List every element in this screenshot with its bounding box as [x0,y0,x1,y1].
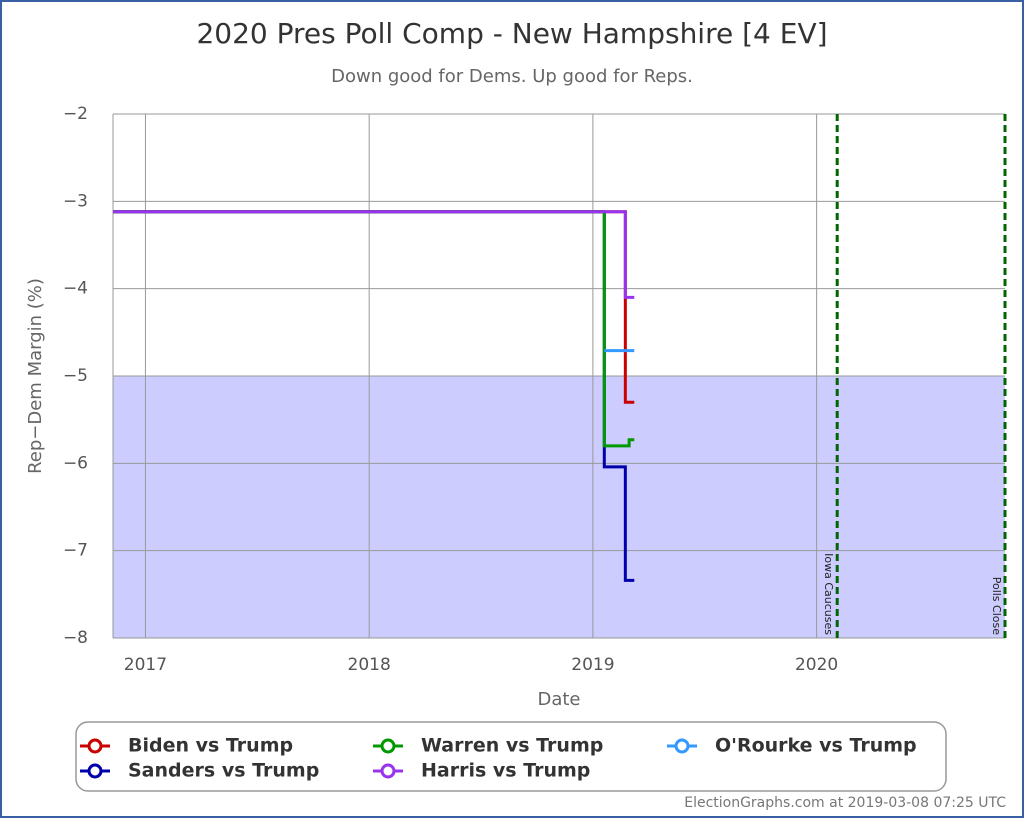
legend-swatch [87,738,103,754]
legend-swatch [380,738,396,754]
y-tick-label: −3 [63,191,88,211]
legend-swatch [87,763,103,779]
legend-label: Harris vs Trump [421,760,590,782]
shaded-band [113,376,1005,638]
y-tick-label: −6 [63,453,88,473]
chart-title: 2020 Pres Poll Comp - New Hampshire [4 E… [196,17,827,50]
x-tick-label: 2020 [795,655,838,675]
series-line [113,210,635,299]
chart-subtitle: Down good for Dems. Up good for Reps. [331,66,693,87]
legend-label: Biden vs Trump [128,735,293,757]
y-tick-label: −4 [63,279,88,299]
footer: ElectionGraphs.com at 2019-03-08 07:25 U… [684,795,1006,811]
annotation-label: Iowa Caucuses [822,553,835,635]
legend-label: Sanders vs Trump [128,760,319,782]
legend-label: O'Rourke vs Trump [715,735,917,757]
legend-swatch [674,738,690,754]
x-axis-label: Date [537,689,580,710]
legend-box [75,721,947,792]
x-tick-label: 2018 [348,655,391,675]
x-tick-label: 2017 [124,655,167,675]
x-tick-label: 2019 [571,655,614,675]
y-tick-label: −7 [63,541,88,561]
legend-swatch [380,763,396,779]
y-tick-label: −8 [63,628,88,648]
y-tick-label: −5 [63,366,88,386]
y-axis-label: Rep−Dem Margin (%) [25,278,46,474]
y-tick-label: −2 [63,104,88,124]
annotation-label: Polls Close [990,577,1003,636]
legend-label: Warren vs Trump [421,735,603,757]
